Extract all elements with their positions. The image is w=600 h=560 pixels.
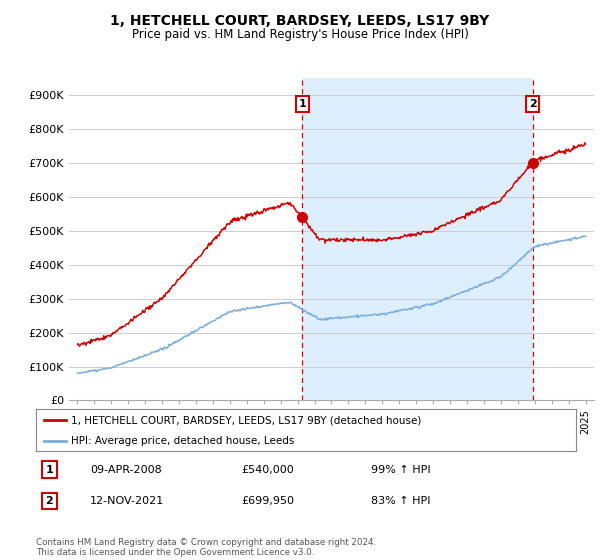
Text: £540,000: £540,000 (241, 465, 294, 475)
Text: 1, HETCHELL COURT, BARDSEY, LEEDS, LS17 9BY (detached house): 1, HETCHELL COURT, BARDSEY, LEEDS, LS17 … (71, 415, 421, 425)
Text: 2: 2 (529, 99, 536, 109)
Text: 09-APR-2008: 09-APR-2008 (90, 465, 162, 475)
Text: Contains HM Land Registry data © Crown copyright and database right 2024.
This d: Contains HM Land Registry data © Crown c… (36, 538, 376, 557)
Text: 1, HETCHELL COURT, BARDSEY, LEEDS, LS17 9BY: 1, HETCHELL COURT, BARDSEY, LEEDS, LS17 … (110, 14, 490, 28)
Text: Price paid vs. HM Land Registry's House Price Index (HPI): Price paid vs. HM Land Registry's House … (131, 28, 469, 41)
Text: 1: 1 (46, 465, 53, 475)
Bar (302, 78, 533, 400)
Text: 12-NOV-2021: 12-NOV-2021 (90, 496, 164, 506)
Text: 83% ↑ HPI: 83% ↑ HPI (371, 496, 430, 506)
Text: 2: 2 (46, 496, 53, 506)
Text: 99% ↑ HPI: 99% ↑ HPI (371, 465, 430, 475)
Text: 1: 1 (298, 99, 306, 109)
Text: HPI: Average price, detached house, Leeds: HPI: Average price, detached house, Leed… (71, 436, 295, 446)
Text: £699,950: £699,950 (241, 496, 294, 506)
